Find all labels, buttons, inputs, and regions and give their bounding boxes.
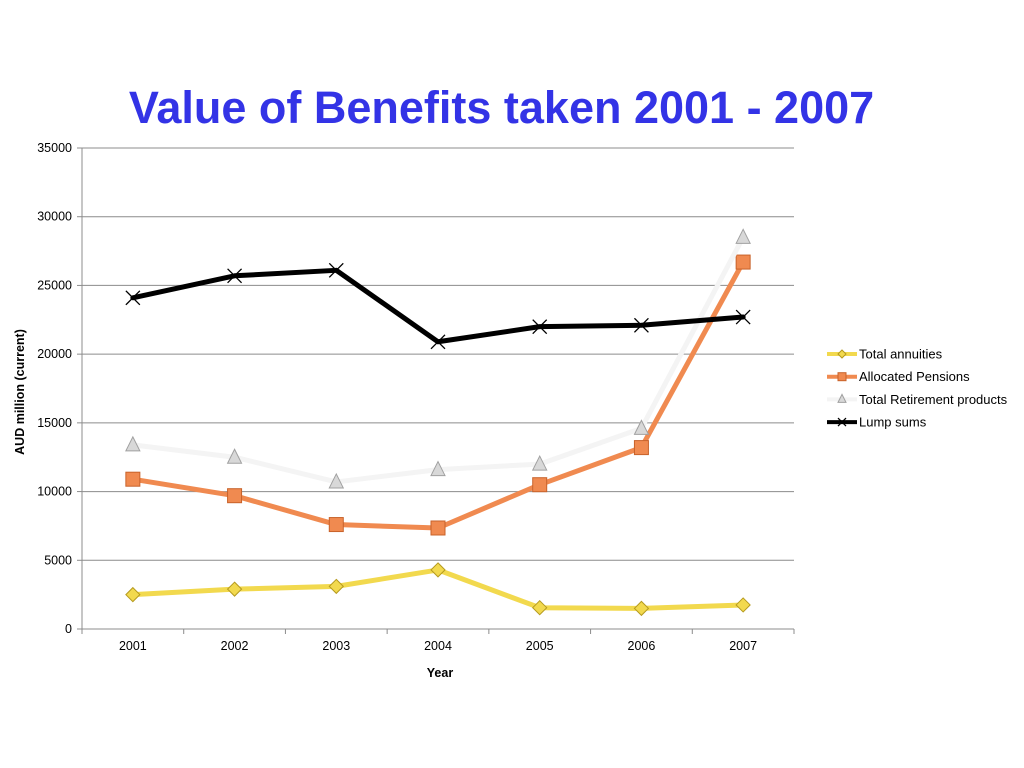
legend-item: Allocated Pensions <box>827 369 970 384</box>
data-point-triangle <box>125 435 141 452</box>
chart-title: Value of Benefits taken 2001 - 2007 <box>128 82 875 133</box>
legend: Total annuities Allocated Pensions Total R… <box>827 347 1008 430</box>
series-lines <box>125 228 751 617</box>
legend-label: Lump sums <box>859 415 927 430</box>
data-point-triangle <box>735 228 751 244</box>
x-tick-label: 2002 <box>221 639 249 653</box>
data-point-diamond <box>532 599 548 616</box>
data-point-x-stroke <box>430 334 446 350</box>
x-tick-label: 2001 <box>119 639 147 653</box>
y-tick-label: 25000 <box>37 278 72 292</box>
data-point-diamond <box>633 600 650 617</box>
legend-label: Total annuities <box>859 347 943 362</box>
data-point-triangle <box>837 393 847 403</box>
data-point-square <box>633 440 649 456</box>
gridlines <box>82 147 794 630</box>
data-point-x-stroke <box>125 290 141 306</box>
y-tick-label: 20000 <box>37 347 72 361</box>
data-point-triangle <box>633 419 650 435</box>
x-tick-label: 2007 <box>729 639 757 653</box>
data-point-square <box>837 372 847 382</box>
y-tick-label: 15000 <box>37 416 72 430</box>
y-tick-label: 0 <box>65 622 72 636</box>
data-point-square <box>227 488 243 504</box>
data-point-x-stroke <box>735 309 751 325</box>
series-total-annuities <box>125 562 751 617</box>
data-point-square <box>125 471 141 487</box>
data-point-x <box>837 417 847 427</box>
data-point-square <box>532 477 548 493</box>
data-point-x <box>633 317 649 333</box>
legend-label: Allocated Pensions <box>859 369 970 384</box>
data-point-diamond <box>125 586 141 603</box>
series-allocated-pensions <box>125 254 751 536</box>
x-tick-label: 2004 <box>424 639 452 653</box>
data-point-x <box>430 334 446 350</box>
data-point-x <box>328 262 344 278</box>
y-tick-label: 5000 <box>44 553 72 567</box>
x-tick-label: 2003 <box>322 639 350 653</box>
data-point-diamond <box>837 349 847 359</box>
data-point-diamond <box>735 597 751 613</box>
y-tick-label: 30000 <box>37 210 72 224</box>
data-point-x <box>227 268 243 284</box>
data-point-triangle <box>226 448 243 464</box>
data-point-triangle <box>328 472 345 489</box>
data-point-x-stroke <box>633 317 649 333</box>
axes: 0 5000 10000 15000 20000 25000 30000 35000 2001 2… <box>37 141 795 653</box>
data-point-square <box>430 520 446 536</box>
data-point-x-stroke <box>837 417 847 427</box>
data-point-triangle <box>531 454 548 471</box>
legend-item: Total annuities <box>827 347 943 362</box>
x-tick-label: 2006 <box>628 639 656 653</box>
data-point-diamond <box>328 578 344 595</box>
y-tick-label: 10000 <box>37 485 72 499</box>
legend-label: Total Retirement products <box>859 392 1008 407</box>
series-total-retirement-products <box>125 228 751 489</box>
data-point-x-stroke <box>328 262 344 278</box>
data-point-x <box>532 319 548 335</box>
data-point-x <box>125 290 141 306</box>
series-line <box>130 267 746 345</box>
data-point-diamond <box>226 581 243 597</box>
data-point-triangle <box>430 460 446 477</box>
y-tick-label: 35000 <box>37 141 72 155</box>
series-line <box>130 259 746 531</box>
series-line <box>130 234 746 485</box>
data-point-square <box>735 254 751 270</box>
x-tick-label: 2005 <box>526 639 554 653</box>
data-point-square <box>328 517 344 533</box>
x-axis-title: Year <box>427 666 454 680</box>
legend-item: Lump sums <box>827 415 927 430</box>
data-point-x-stroke <box>227 268 243 284</box>
data-point-diamond <box>430 562 446 578</box>
series-lump-sums <box>125 262 751 350</box>
legend-item: Total Retirement products <box>827 392 1008 407</box>
y-axis-title: AUD million (current) <box>13 329 27 455</box>
data-point-x-stroke <box>532 319 548 335</box>
data-point-x <box>735 309 751 325</box>
